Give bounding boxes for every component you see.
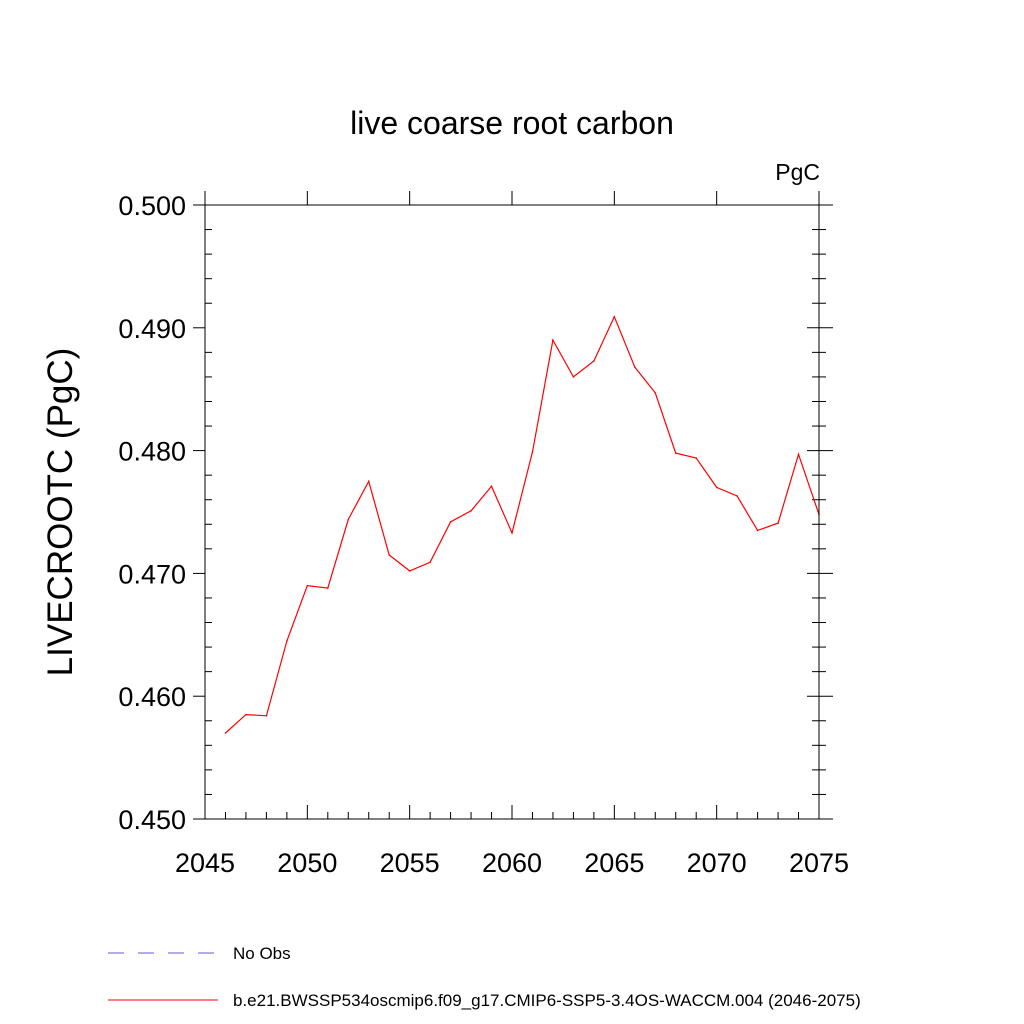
- data-point: [736, 495, 738, 497]
- data-point: [306, 584, 309, 587]
- data-point: [327, 587, 329, 589]
- y-tick-label: 0.450: [118, 805, 186, 835]
- data-point: [552, 339, 554, 341]
- data-point: [695, 457, 697, 459]
- x-tick-label: 2045: [175, 848, 235, 878]
- data-point: [388, 554, 391, 556]
- data-point: [674, 452, 677, 454]
- data-point: [613, 315, 616, 318]
- data-point: [715, 486, 718, 489]
- data-point: [429, 561, 431, 564]
- y-tick-label: 0.500: [118, 191, 186, 221]
- x-tick-label: 2070: [687, 848, 747, 878]
- axis-tick-labels: 2045 2050 2055 2060 2065 2070 2075 0.450 0.460 0.…: [118, 191, 849, 878]
- data-point: [511, 532, 513, 534]
- series-group: [224, 315, 820, 734]
- data-point: [224, 732, 227, 734]
- data-point: [347, 518, 350, 521]
- series-line: [225, 315, 820, 734]
- y-axis-label: LIVECROOTC (PgC): [41, 348, 80, 677]
- data-point: [286, 640, 288, 642]
- x-tick-label: 2065: [584, 848, 644, 878]
- data-point: [408, 570, 411, 572]
- data-point: [756, 529, 759, 532]
- y-tick-label: 0.470: [118, 559, 186, 589]
- legend: No Obs b.e21.BWSSP534oscmip6.f09_g17.CMIP…: [108, 944, 861, 1010]
- x-tick-label: 2075: [789, 848, 849, 878]
- plot-frame: [204, 204, 820, 820]
- y-tick-label: 0.480: [118, 437, 186, 467]
- data-point: [572, 376, 575, 378]
- data-point: [531, 451, 534, 453]
- x-tick-label: 2055: [380, 848, 440, 878]
- data-point: [449, 521, 452, 523]
- y-tick-label: 0.460: [118, 682, 186, 712]
- y-tick-label: 0.490: [118, 314, 186, 344]
- x-tick-label: 2060: [482, 848, 542, 878]
- data-point: [490, 485, 493, 488]
- data-point: [245, 713, 247, 716]
- data-point: [634, 366, 636, 368]
- units-label: PgC: [775, 159, 820, 185]
- data-point: [265, 715, 268, 717]
- axis-ticks: [193, 191, 833, 820]
- legend-label: b.e21.BWSSP534oscmip6.f09_g17.CMIP6-SSP5…: [233, 991, 861, 1010]
- legend-label: No Obs: [233, 944, 291, 963]
- data-point: [777, 522, 779, 524]
- x-tick-label: 2050: [277, 848, 337, 878]
- data-point: [367, 480, 370, 483]
- data-point: [797, 453, 800, 456]
- data-point: [593, 360, 595, 362]
- chart-title: live coarse root carbon: [350, 105, 674, 141]
- data-point: [470, 510, 472, 512]
- data-point: [654, 392, 657, 394]
